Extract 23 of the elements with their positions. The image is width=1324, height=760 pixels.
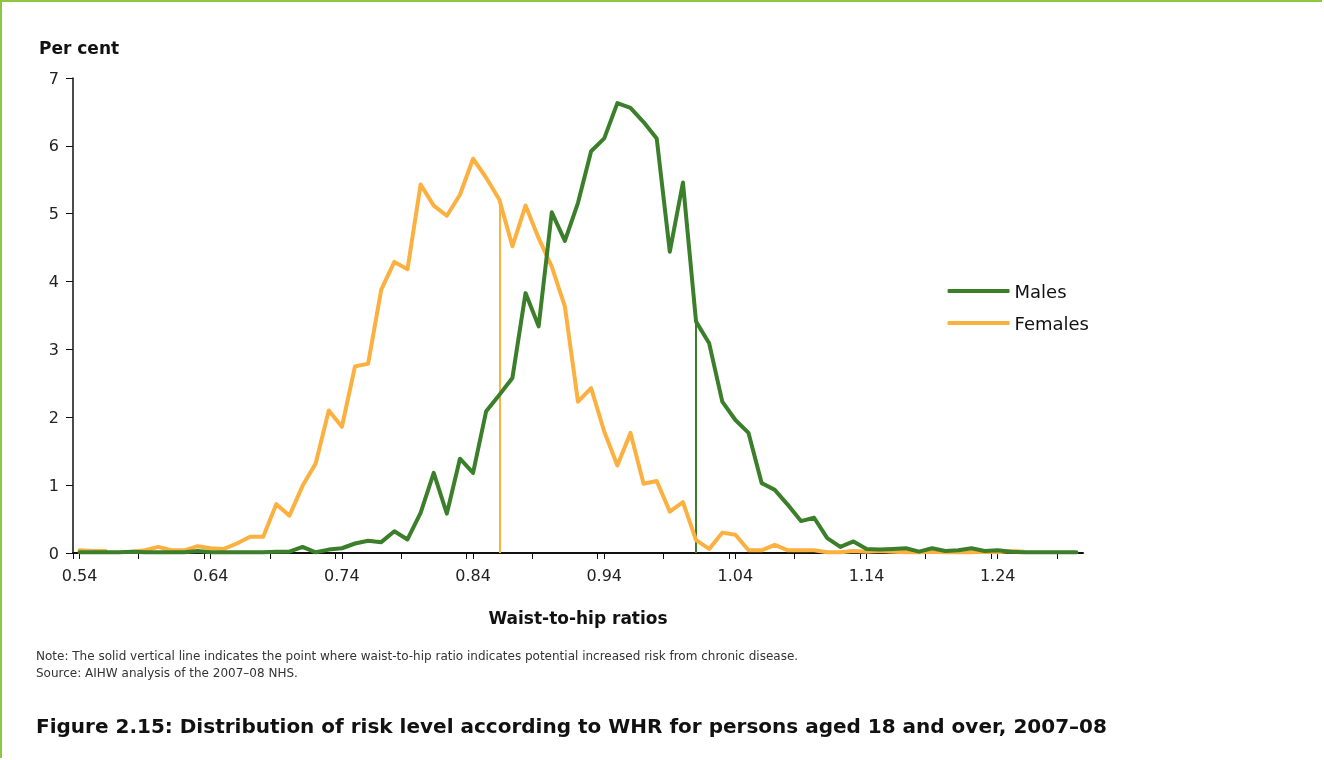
x-tick-label: 0.74 [324, 565, 360, 585]
legend-label: Females [1014, 312, 1090, 334]
text: Note: The solid vertical line indicates the point where waist-to-hip ratio indicates potential increased risk from chronic disease. [36, 648, 799, 665]
y-tick-label: 2 [48, 407, 59, 427]
source-note: Source: AIHW analysis of the 2007–08 NHS. [36, 665, 299, 682]
legend-label: Males [1014, 280, 1067, 302]
y-tick-label: 6 [48, 136, 59, 156]
y-tick-label: 4 [48, 272, 59, 292]
x-tick-label: 1.14 [848, 565, 885, 585]
x-axis-title: Waist-to-hip ratios [488, 607, 668, 628]
y-axis-title: Per cent [39, 37, 120, 58]
x-tick-label: 0.64 [192, 565, 229, 585]
y-tick-label: 5 [48, 204, 59, 224]
x-tick-label: 0.54 [61, 565, 98, 585]
text: Figure 2.15: Distribution of risk level according to WHR for persons aged 18 and over, 2007–08 [36, 714, 1107, 738]
x-tick-label: 0.84 [455, 565, 491, 585]
y-tick-label: 1 [48, 475, 59, 495]
x-tick-label: 0.94 [586, 565, 623, 585]
y-tick-label: 7 [48, 68, 59, 88]
y-tick-label: 3 [48, 339, 59, 359]
y-tick-label: 0 [48, 543, 59, 563]
x-tick-label: 1.24 [979, 565, 1016, 585]
x-tick-label: 1.04 [717, 565, 754, 585]
